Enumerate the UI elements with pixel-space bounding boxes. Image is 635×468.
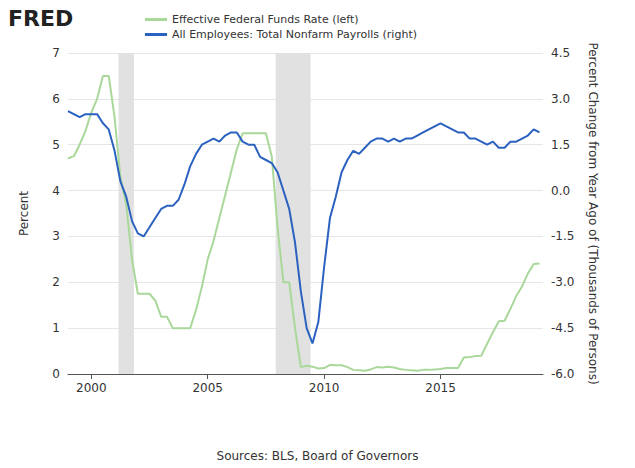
svg-text:1.5: 1.5 bbox=[551, 138, 570, 152]
svg-text:0: 0 bbox=[52, 367, 60, 381]
svg-text:Sources: BLS, Board of Governo: Sources: BLS, Board of Governors bbox=[217, 449, 419, 463]
svg-text:0.0: 0.0 bbox=[551, 184, 570, 198]
svg-text:2005: 2005 bbox=[192, 381, 223, 395]
svg-text:2000: 2000 bbox=[76, 381, 107, 395]
svg-text:-3.0: -3.0 bbox=[551, 275, 574, 289]
svg-text:2: 2 bbox=[52, 275, 60, 289]
svg-text:6: 6 bbox=[52, 92, 60, 106]
svg-text:7: 7 bbox=[52, 46, 60, 60]
svg-text:4.5: 4.5 bbox=[551, 46, 570, 60]
svg-text:4: 4 bbox=[52, 184, 60, 198]
svg-text:2010: 2010 bbox=[309, 381, 340, 395]
svg-text:Effective Federal Funds Rate (: Effective Federal Funds Rate (left) bbox=[172, 13, 359, 26]
svg-text:1: 1 bbox=[52, 321, 60, 335]
svg-text:3: 3 bbox=[52, 229, 60, 243]
svg-text:Percent Change from Year Ago o: Percent Change from Year Ago of (Thousan… bbox=[586, 42, 600, 384]
svg-text:-6.0: -6.0 bbox=[551, 367, 574, 381]
svg-text:-1.5: -1.5 bbox=[551, 229, 574, 243]
svg-text:Percent: Percent bbox=[17, 191, 31, 236]
svg-text:5: 5 bbox=[52, 138, 60, 152]
svg-text:2015: 2015 bbox=[425, 381, 456, 395]
svg-text:3.0: 3.0 bbox=[551, 92, 570, 106]
svg-text:FRED: FRED bbox=[8, 6, 73, 31]
svg-text:-4.5: -4.5 bbox=[551, 321, 574, 335]
svg-text:All Employees: Total Nonfarm P: All Employees: Total Nonfarm Payrolls (r… bbox=[172, 28, 417, 41]
